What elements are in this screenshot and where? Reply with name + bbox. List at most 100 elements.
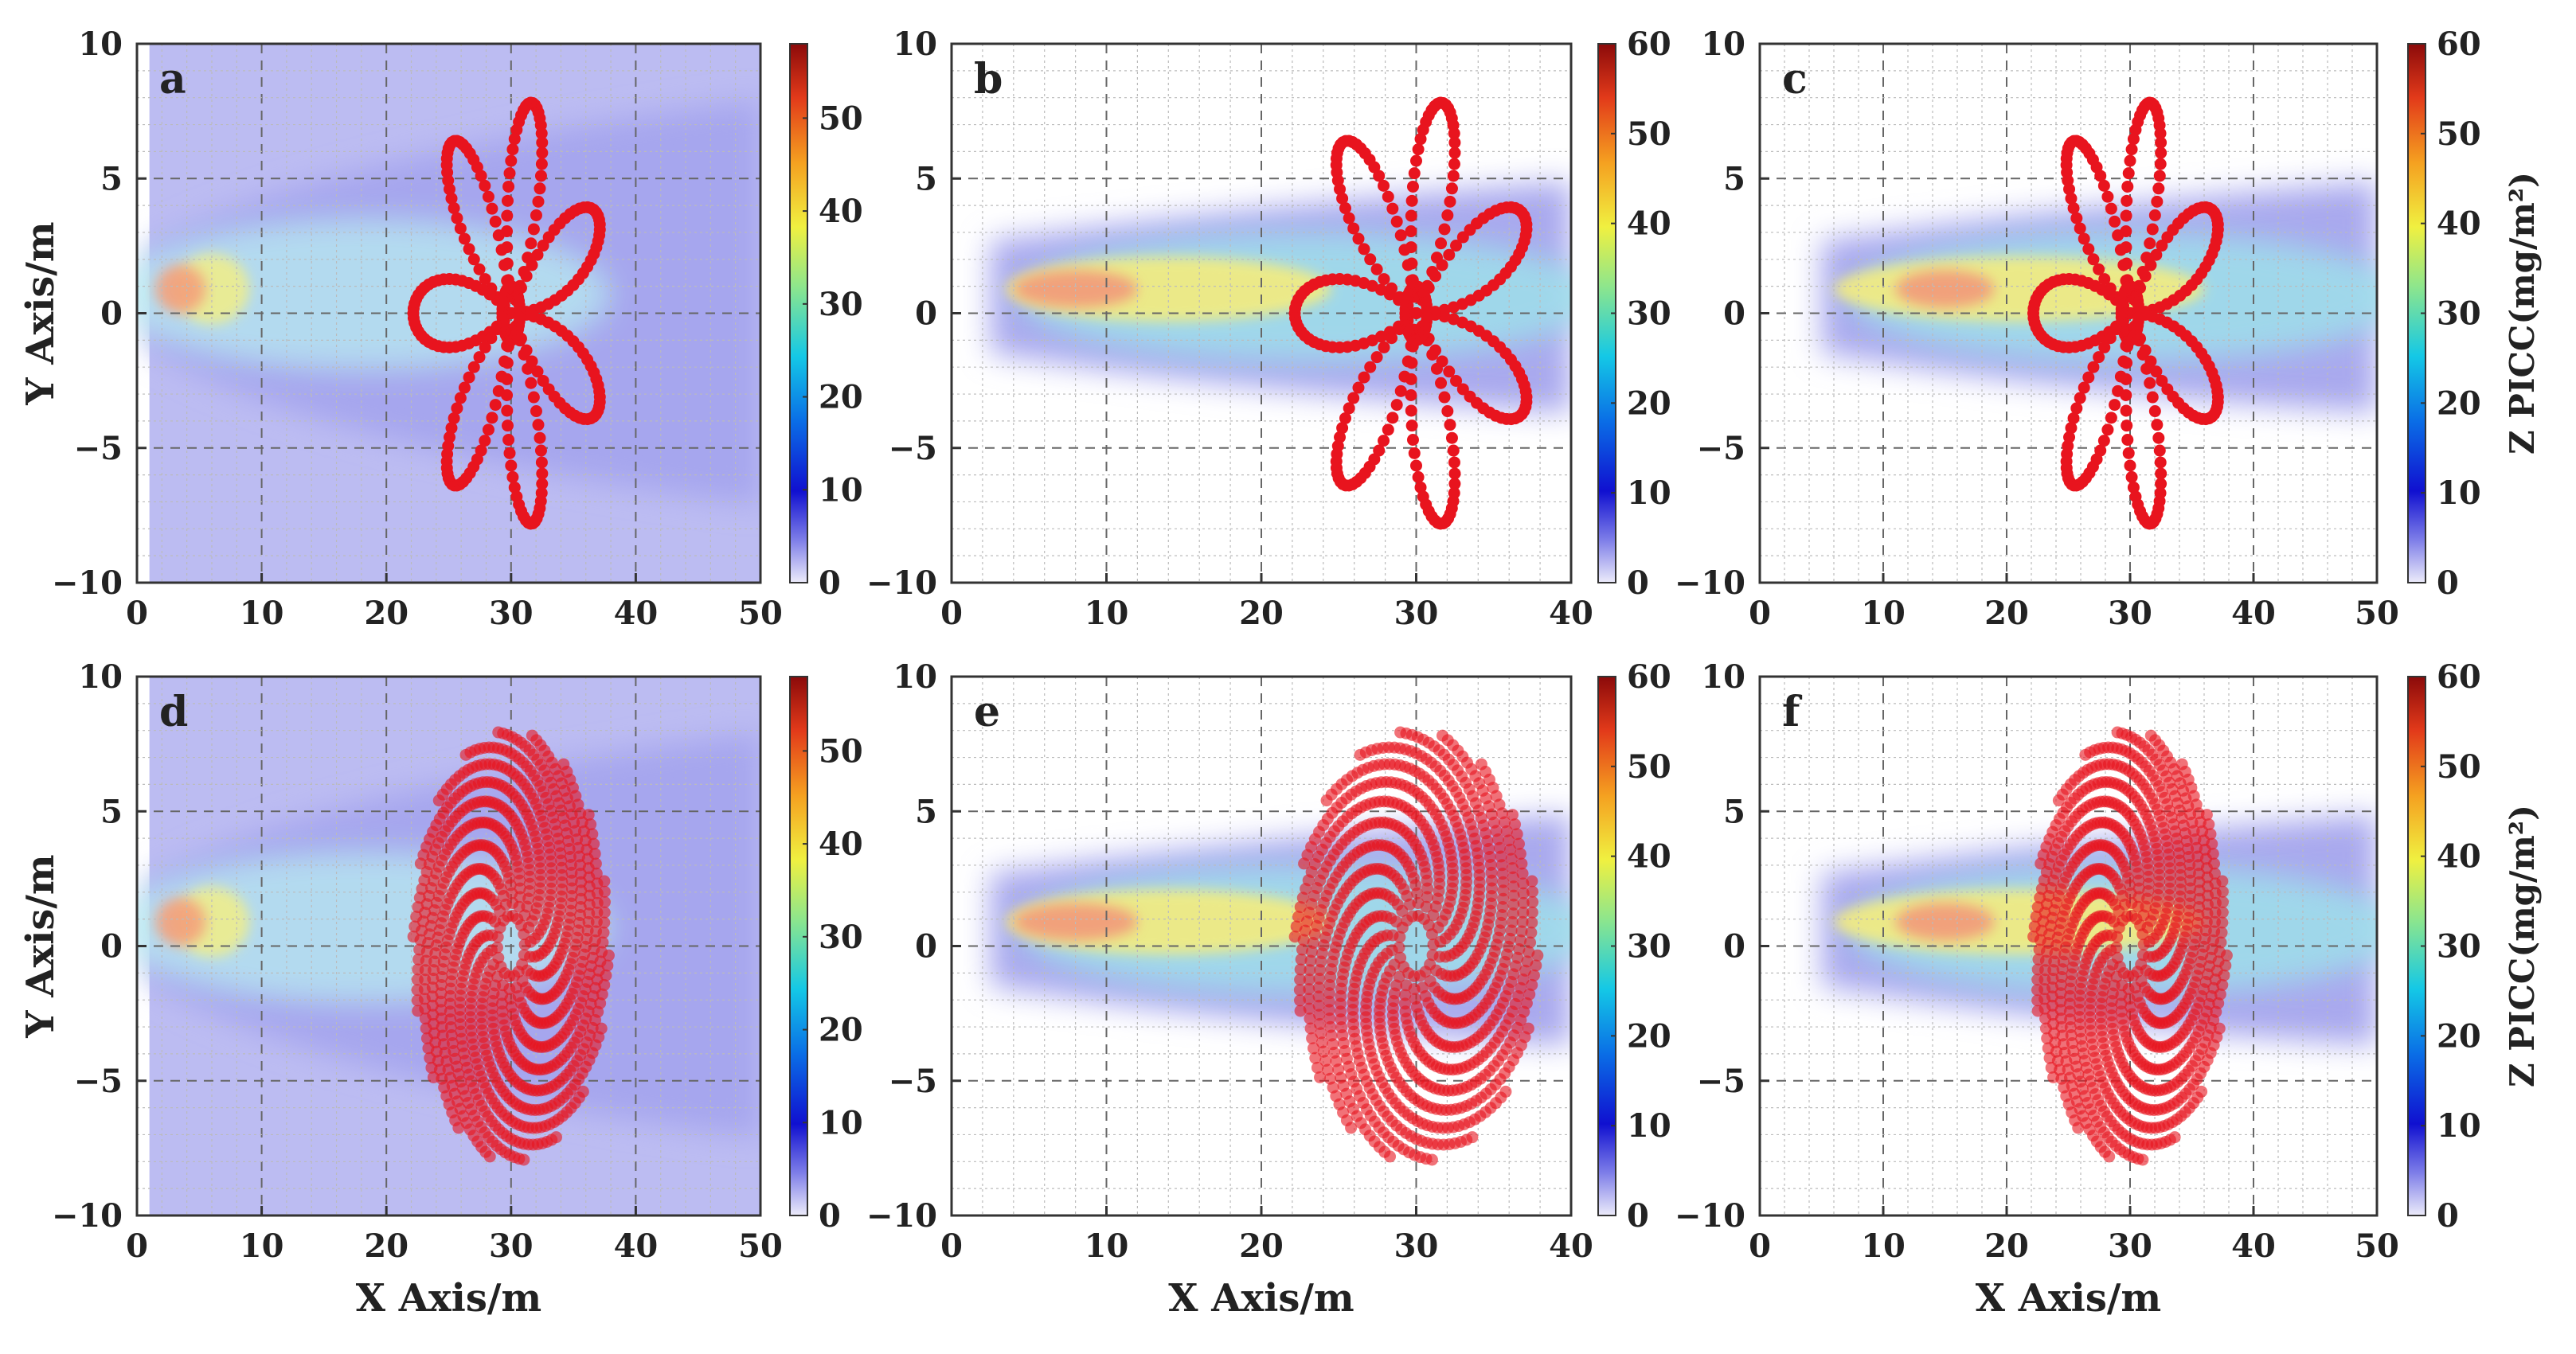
colorbar-tick-label: 50 bbox=[1627, 115, 1671, 153]
particle-point bbox=[1294, 994, 1307, 1007]
particle-point bbox=[535, 456, 548, 469]
particle-point bbox=[1447, 444, 1460, 457]
panel-label: c bbox=[1782, 55, 1808, 103]
particle-point bbox=[534, 182, 546, 195]
colorbar-tick-label: 30 bbox=[2437, 295, 2481, 333]
particle-point bbox=[1421, 891, 1433, 903]
particle-point bbox=[1405, 419, 1418, 432]
panel-label: b bbox=[974, 55, 1003, 103]
particle-point bbox=[1294, 963, 1307, 976]
particle-point bbox=[1526, 896, 1539, 908]
particle-point bbox=[1293, 984, 1306, 997]
particle-point bbox=[1294, 974, 1307, 986]
particle-point bbox=[532, 419, 545, 431]
particle-point bbox=[451, 402, 463, 415]
particle-point bbox=[2082, 243, 2095, 256]
colorbar-tick-label: 40 bbox=[819, 825, 863, 863]
particle-point bbox=[1447, 170, 1460, 182]
particle-point bbox=[479, 435, 491, 447]
particle-point bbox=[575, 892, 588, 905]
particle-point bbox=[445, 422, 458, 435]
particle-point bbox=[1311, 1061, 1323, 1074]
particle-point bbox=[2127, 481, 2140, 494]
particle-point bbox=[2193, 884, 2206, 897]
particle-point bbox=[550, 1131, 563, 1144]
particle-point bbox=[458, 232, 471, 245]
particle-point bbox=[1315, 1027, 1327, 1040]
particle-point bbox=[1448, 467, 1461, 480]
colorbar-tick-label: 50 bbox=[819, 100, 863, 137]
particle-point bbox=[527, 223, 540, 236]
particle-point bbox=[1525, 927, 1538, 939]
particle-point bbox=[482, 423, 494, 436]
particle-point bbox=[582, 915, 595, 928]
particle-point bbox=[1319, 1055, 1332, 1067]
particle-point bbox=[1358, 371, 1370, 384]
particle-point bbox=[2155, 478, 2168, 490]
particle-point bbox=[419, 964, 432, 977]
particle-point bbox=[2154, 456, 2167, 469]
particle-point bbox=[2148, 405, 2161, 418]
particle-point bbox=[1448, 456, 1460, 469]
particle-point bbox=[2054, 1012, 2067, 1024]
particle-point bbox=[1345, 1122, 1358, 1134]
particle-point bbox=[1314, 964, 1327, 977]
particle-point bbox=[530, 209, 542, 221]
y-tick-label: −5 bbox=[889, 1063, 937, 1100]
particle-point bbox=[1307, 937, 1319, 950]
particle-point bbox=[522, 252, 534, 264]
y-tick-label: 0 bbox=[915, 928, 937, 966]
particle-point bbox=[1313, 1009, 1326, 1021]
particle-point bbox=[1373, 444, 1386, 457]
particle-point bbox=[2136, 266, 2149, 279]
y-tick-label: 5 bbox=[100, 793, 123, 830]
particle-point bbox=[1417, 123, 1429, 136]
particle-point bbox=[1526, 916, 1538, 929]
colorbar-tick-label: 0 bbox=[2437, 564, 2459, 602]
particle-point bbox=[1323, 1004, 1335, 1016]
particle-point bbox=[501, 419, 514, 432]
particle-point bbox=[2144, 377, 2156, 389]
y-tick-label: 0 bbox=[100, 295, 123, 333]
particle-point bbox=[525, 237, 537, 250]
particle-point bbox=[2155, 467, 2168, 480]
particle-point bbox=[2154, 158, 2167, 170]
particle-point bbox=[535, 158, 548, 170]
particle-point bbox=[2120, 404, 2132, 417]
particle-point bbox=[1390, 399, 1403, 412]
particle-point bbox=[1370, 351, 1383, 364]
particle-point bbox=[1405, 357, 1418, 369]
particle-point bbox=[1448, 486, 1460, 499]
y-tick-label: 5 bbox=[1723, 793, 1745, 830]
particle-point bbox=[505, 459, 518, 472]
particle-point bbox=[1523, 946, 1535, 958]
particle-point bbox=[454, 222, 467, 235]
particle-point bbox=[428, 964, 440, 977]
particle-point bbox=[1343, 212, 1355, 224]
particle-point bbox=[463, 243, 475, 256]
colorbar-tick-label: 20 bbox=[1627, 384, 1671, 422]
particle-point bbox=[2093, 351, 2105, 364]
particle-point bbox=[531, 365, 544, 378]
particle-point bbox=[1515, 857, 1528, 870]
y-tick-label: −10 bbox=[866, 1197, 937, 1235]
x-tick-label: 30 bbox=[2108, 1227, 2152, 1265]
particle-point bbox=[2139, 344, 2152, 357]
particle-point bbox=[506, 470, 519, 483]
particle-point bbox=[503, 167, 516, 180]
x-tick-label: 10 bbox=[240, 595, 284, 632]
particle-point bbox=[1512, 837, 1525, 850]
particle-points bbox=[2027, 96, 2224, 530]
particle-point bbox=[485, 332, 498, 345]
x-tick-label: 40 bbox=[1549, 595, 1593, 632]
particle-point bbox=[1412, 143, 1425, 156]
particle-point bbox=[1336, 422, 1349, 435]
particle-point bbox=[1358, 243, 1370, 256]
particle-point bbox=[2120, 209, 2132, 222]
particle-point bbox=[1405, 388, 1417, 401]
x-axis-label: X Axis/m bbox=[1168, 1276, 1354, 1321]
y-tick-label: −10 bbox=[52, 564, 123, 602]
particle-point bbox=[1303, 1002, 1315, 1015]
particle-point bbox=[2087, 361, 2100, 373]
